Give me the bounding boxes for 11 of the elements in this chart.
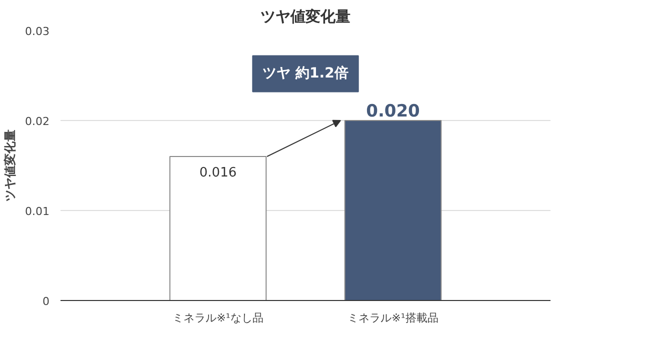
y-tick-label: 0 [42, 295, 50, 308]
y-tick-label: 0.03 [25, 25, 50, 38]
x-tick-label: ミネラル※¹搭載品 [348, 312, 438, 324]
x-tick-label: ミネラル※¹なし品 [172, 312, 264, 324]
y-tick-label: 0.01 [25, 205, 50, 218]
y-axis-title: ツヤ値変化量 [3, 130, 18, 202]
y-tick-label: 0.02 [25, 115, 50, 128]
chart-title: ツヤ値変化量 [260, 8, 350, 26]
data-label: 0.020 [366, 102, 420, 122]
annotation: ツヤ 約1.2倍 [262, 64, 348, 82]
data-label: 0.016 [199, 166, 237, 180]
